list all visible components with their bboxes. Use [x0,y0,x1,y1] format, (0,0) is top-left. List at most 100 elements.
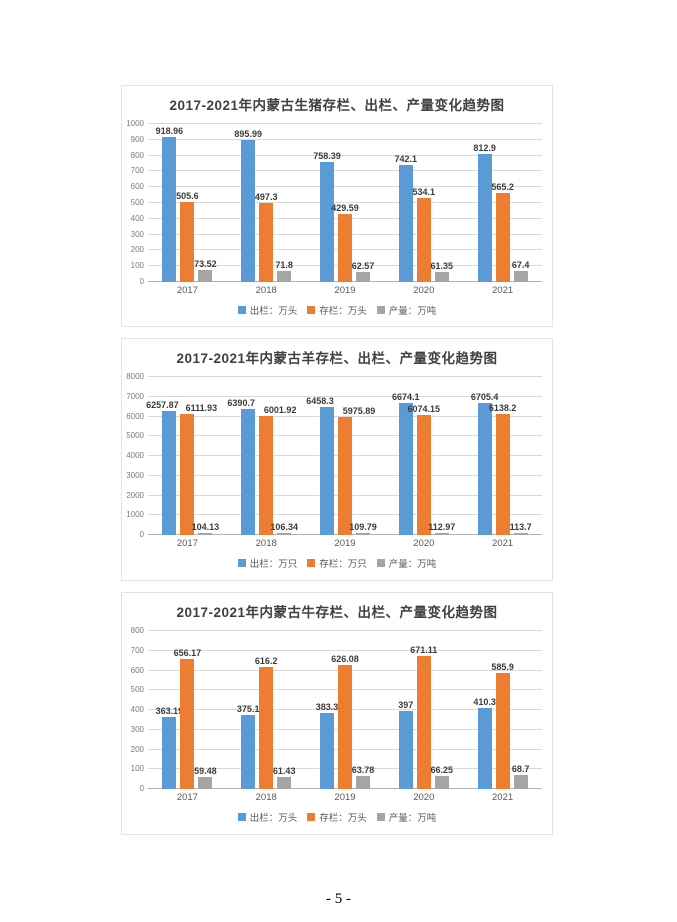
legend-swatch-icon [376,306,385,314]
y-tick-label: 7000 [126,391,144,401]
data-label: 565.2 [491,181,514,192]
bar-group-2020: 397 671.11 66.25 [384,631,463,789]
gridline [148,154,542,156]
legend-label: 出栏：万只 [249,559,298,570]
legend-item-0: 出栏：万头 [237,810,297,824]
data-label: 505.6 [176,191,199,202]
bar-series0-2020: 397 [398,700,413,789]
gridline [148,202,542,203]
legend-swatch-icon [237,813,246,821]
data-label: 106.34 [270,521,298,532]
bar-series0-2017: 918.96 [156,126,183,282]
gridline [148,376,542,377]
bar-series0-2017: 363.19 [156,706,183,789]
data-label: 742.1 [394,153,418,164]
bar-series1-2021: 565.2 [491,182,514,282]
pig-trend-chart-card: 2017-2021年内蒙古生猪存栏、出栏、产量变化趋势图 0 100 200 300 4… [121,85,553,327]
data-label: 585.9 [491,662,514,673]
bar-series0-2021: 410.3 [473,697,496,789]
sheep-chart-x-axis: 2017 2018 2019 2020 2021 [148,538,542,551]
y-tick-label: 0 [139,530,144,539]
data-label: 66.25 [430,764,454,775]
gridline [148,123,542,124]
bar-group-2018: 6390.7 6001.92 106.34 [227,377,306,535]
y-tick-label: 200 [130,744,144,754]
y-tick-label: 600 [130,665,144,675]
data-label: 616.2 [254,656,278,667]
y-tick-label: 700 [130,166,144,176]
y-tick-label: 5000 [126,431,144,441]
data-label: 410.3 [473,696,496,707]
data-label: 6111.93 [185,403,218,414]
data-label: 363.19 [155,706,184,717]
legend-item-0: 出栏：万头 [237,303,297,317]
x-tick-label: 2017 [176,285,198,296]
bar-series0-2019: 383.3 [316,702,338,789]
x-tick-label: 2020 [413,285,435,296]
data-label: 656.17 [173,648,202,659]
bar-group-2020: 6674.1 6074.15 112.97 [384,377,463,535]
x-tick-label: 2018 [255,285,277,296]
bar-series1-2018: 497.3 [255,192,277,282]
pig-chart-x-axis: 2017 2018 2019 2020 2021 [148,285,542,298]
data-label: 918.96 [155,125,184,136]
x-tick-label: 2019 [334,792,356,803]
data-label: 383.3 [315,702,339,713]
data-label: 59.48 [194,766,217,777]
bar-series0-2020: 6674.1 [392,392,420,535]
legend-swatch-icon [307,813,316,821]
data-label: 758.39 [313,151,341,162]
data-label: 6074.15 [407,404,441,415]
data-label: 6138.2 [488,402,517,413]
bar-series2-2019: 109.79 [349,522,377,535]
legend-item-2: 产量：万吨 [376,303,436,317]
bar-series0-2019: 758.39 [313,151,341,282]
cattle-chart-x-axis: 2017 2018 2019 2020 2021 [148,792,542,805]
bar-series2-2021: 113.7 [510,522,532,535]
data-label: 895.99 [234,129,262,140]
bar-series0-2021: 812.9 [473,143,496,282]
y-tick-label: 600 [130,182,144,192]
cattle-trend-chart-card: 2017-2021年内蒙古牛存栏、出栏、产量变化趋势图 0 100 200 300 40… [121,592,553,835]
bar-series1-2020: 6074.15 [408,404,440,535]
gridline [148,138,542,140]
data-label: 626.08 [331,654,359,665]
cattle-chart-plot-area: 0 100 200 300 400 500 600 700 800 363.19 656.17 59.… [131,627,542,793]
data-label: 61.35 [430,261,454,272]
bar-series2-2018: 106.34 [270,522,298,535]
y-tick-label: 500 [130,685,144,695]
gridline [148,630,542,631]
gridline [148,649,542,651]
y-tick-label: 800 [130,150,144,160]
bar-group-2019: 6458.3 5975.89 109.79 [306,377,385,535]
legend-swatch-icon [307,306,316,314]
bar-series1-2019: 429.59 [331,203,359,282]
data-label: 71.8 [275,259,293,270]
data-label: 429.59 [331,203,359,214]
bar-series2-2018: 71.8 [275,260,293,282]
legend-swatch-icon [237,306,246,314]
bar-series0-2021: 6705.4 [471,392,498,535]
bar-series0-2019: 6458.3 [306,396,334,535]
legend-item-1: 存栏：万只 [307,556,367,570]
bar-series2-2021: 67.4 [512,260,529,282]
data-label: 63.78 [351,765,375,776]
y-tick-label: 500 [130,198,144,207]
bar-series1-2021: 585.9 [491,662,514,789]
bar-group-2019: 758.39 429.59 62.57 [306,124,385,282]
bar-series1-2021: 6138.2 [489,403,516,535]
bar-series0-2018: 895.99 [234,129,262,282]
x-tick-label: 2018 [255,792,277,803]
bar-group-2021: 812.9 565.2 67.4 [463,124,542,282]
y-tick-label: 100 [130,261,144,271]
bar-group-2019: 383.3 626.08 63.78 [306,631,385,789]
bar-series1-2017: 505.6 [176,191,199,282]
data-label: 6257.87 [146,400,179,411]
bar-group-2020: 742.1 534.1 61.35 [384,124,463,282]
sheep-trend-chart-card: 2017-2021年内蒙古羊存栏、出栏、产量变化趋势图 0 1000 2000 300… [121,338,553,581]
y-tick-label: 900 [130,134,144,144]
x-tick-label: 2020 [413,538,435,549]
cattle-chart-title: 2017-2021年内蒙古牛存栏、出栏、产量变化趋势图 [176,605,498,620]
data-label: 73.52 [194,259,217,270]
x-tick-label: 2017 [176,792,198,803]
